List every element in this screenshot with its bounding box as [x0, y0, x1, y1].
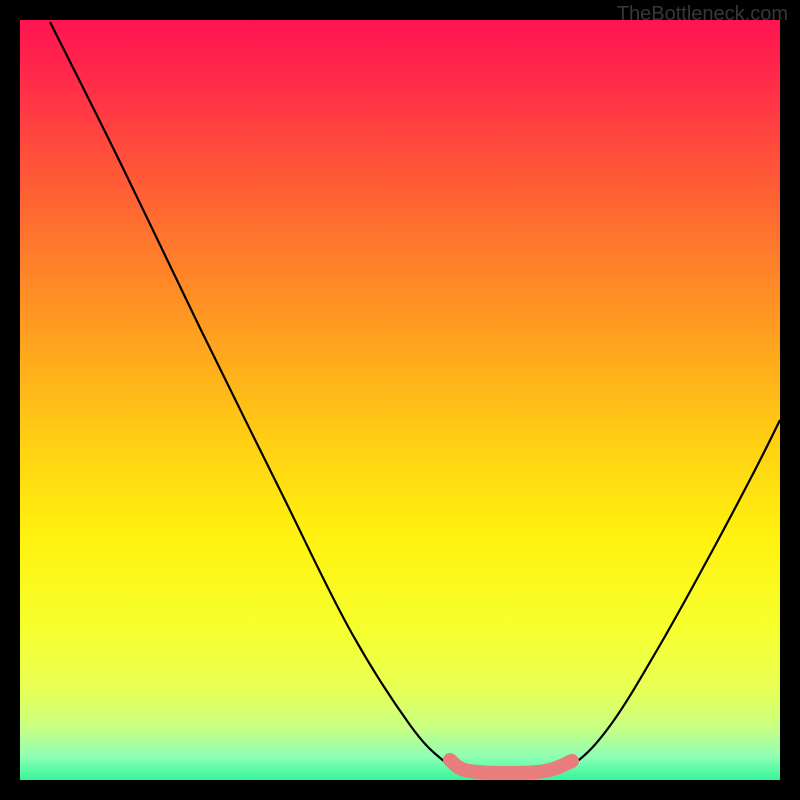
gradient-plot-area — [20, 20, 780, 780]
chart-container: TheBottleneck.com — [0, 0, 800, 800]
watermark-text: TheBottleneck.com — [617, 3, 788, 26]
